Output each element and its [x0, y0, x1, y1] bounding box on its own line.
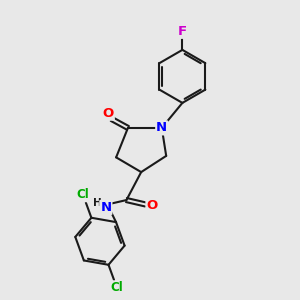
- Text: O: O: [103, 107, 114, 120]
- Text: F: F: [178, 25, 187, 38]
- Text: O: O: [146, 200, 158, 212]
- Text: H: H: [93, 198, 101, 208]
- Text: Cl: Cl: [110, 281, 123, 294]
- Text: Cl: Cl: [77, 188, 89, 201]
- Text: N: N: [156, 122, 167, 134]
- Text: N: N: [100, 201, 111, 214]
